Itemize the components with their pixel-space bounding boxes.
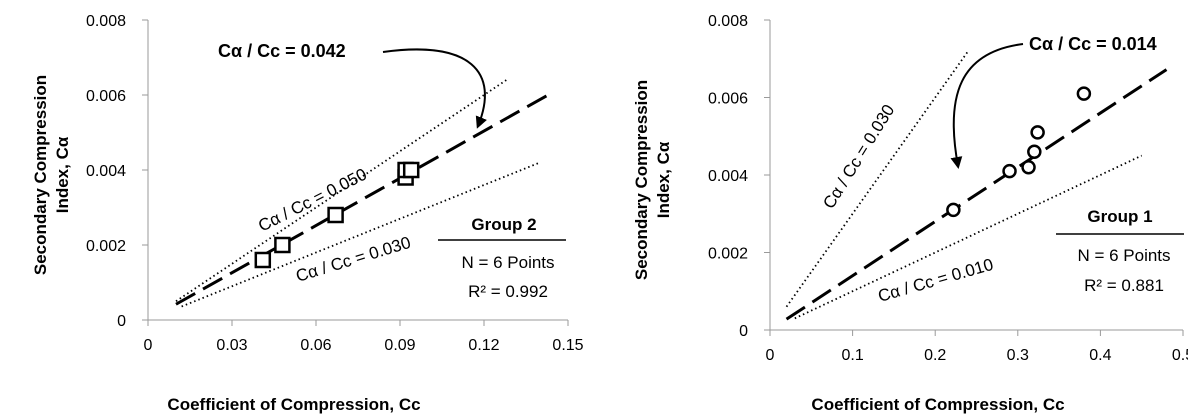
data-point bbox=[1076, 86, 1092, 101]
x-tick-label: 0 bbox=[144, 337, 153, 354]
x-tick-label: 0.2 bbox=[924, 347, 946, 364]
y-tick-label: 0.006 bbox=[708, 91, 748, 108]
x-tick-label: 0.3 bbox=[1007, 347, 1029, 364]
y-axis-title-line2: Index, Cα bbox=[53, 136, 72, 213]
callout-label: Cα / Cc = 0.014 bbox=[1029, 34, 1157, 54]
data-point bbox=[946, 202, 961, 218]
y-tick-label: 0.006 bbox=[86, 88, 126, 105]
callout-arrow bbox=[382, 48, 487, 129]
y-tick-label: 0 bbox=[117, 313, 126, 330]
r-squared-label: R² = 0.992 bbox=[468, 282, 548, 301]
y-tick-label: 0.002 bbox=[86, 238, 126, 255]
data-point bbox=[327, 206, 344, 224]
x-tick-label: 0.03 bbox=[216, 337, 247, 354]
x-tick-label: 0.09 bbox=[384, 337, 415, 354]
callout-label: Cα / Cc = 0.042 bbox=[218, 41, 346, 61]
ref-line-label-lower: Cα / Cc = 0.010 bbox=[876, 255, 996, 306]
n-points-label: N = 6 Points bbox=[461, 253, 554, 272]
y-tick-label: 0 bbox=[739, 323, 748, 340]
ref-line-label-upper: Cα / Cc = 0.030 bbox=[819, 101, 898, 212]
callout-arrow bbox=[950, 43, 1024, 169]
y-axis-title-line1: Secondary Compression bbox=[632, 80, 651, 280]
chart-group-1: 0 0.1 0.2 0.3 0.4 0.5 0 0.002 0.004 0.006 0.008 C… bbox=[632, 13, 1188, 414]
reference-line-0 bbox=[175, 79, 507, 302]
data-point bbox=[274, 236, 291, 254]
fit-line bbox=[175, 90, 555, 306]
reference-line-0 bbox=[785, 50, 969, 308]
group-label: Group 2 bbox=[471, 215, 536, 234]
reference-line-1 bbox=[181, 161, 541, 308]
x-tick-label: 0 bbox=[766, 347, 775, 364]
data-point bbox=[1027, 144, 1042, 159]
data-point bbox=[402, 161, 420, 179]
x-tick-label: 0.06 bbox=[300, 337, 331, 354]
x-tick-label: 0.1 bbox=[841, 347, 863, 364]
data-point bbox=[254, 251, 272, 269]
data-point bbox=[1002, 163, 1017, 179]
group-label: Group 1 bbox=[1087, 207, 1152, 226]
data-point bbox=[1030, 125, 1045, 140]
x-tick-label: 0.15 bbox=[552, 337, 583, 354]
chart-group-2: 0 0.03 0.06 0.09 0.12 0.15 0 0.002 0.004 0.006 0.… bbox=[31, 13, 584, 414]
y-tick-label: 0.008 bbox=[86, 13, 126, 30]
x-axis-title: Coefficient of Compression, Cc bbox=[811, 395, 1064, 414]
x-tick-label: 0.5 bbox=[1172, 347, 1188, 364]
y-axis-title-line2: Index, Cα bbox=[654, 141, 673, 218]
y-tick-label: 0.004 bbox=[708, 168, 748, 185]
data-point bbox=[1021, 160, 1036, 175]
y-tick-label: 0.008 bbox=[708, 13, 748, 30]
n-points-label: N = 6 Points bbox=[1077, 246, 1170, 265]
x-tick-label: 0.12 bbox=[468, 337, 499, 354]
y-axis-title-line1: Secondary Compression bbox=[31, 75, 50, 275]
fit-line bbox=[785, 68, 1168, 321]
r-squared-label: R² = 0.881 bbox=[1084, 276, 1164, 295]
y-tick-label: 0.004 bbox=[86, 163, 126, 180]
y-tick-label: 0.002 bbox=[708, 246, 748, 263]
x-tick-label: 0.4 bbox=[1089, 347, 1111, 364]
ref-line-label-lower: Cα / Cc = 0.030 bbox=[294, 233, 413, 286]
ref-line-label-upper: Cα / Cc = 0.050 bbox=[255, 165, 370, 236]
reference-line-1 bbox=[794, 154, 1143, 320]
x-axis-title: Coefficient of Compression, Cc bbox=[167, 395, 420, 414]
